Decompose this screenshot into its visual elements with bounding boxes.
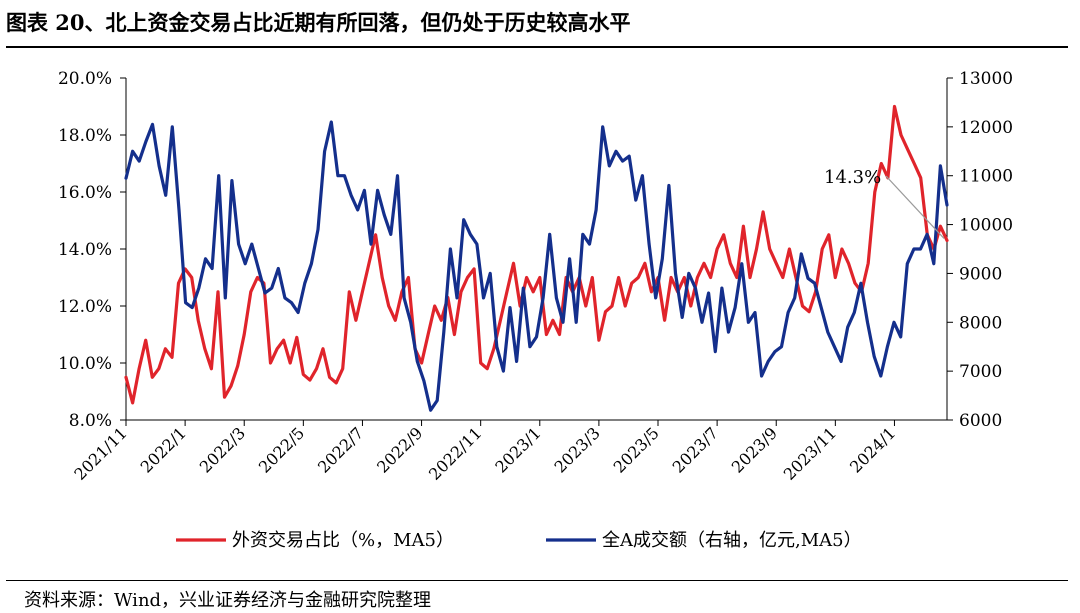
annotation-label: 14.3% [824,167,881,188]
chart-title: 图表 20、北上资金交易占比近期有所回落，但仍处于历史较高水平 [6,10,631,35]
top-rule [6,46,1068,48]
x-axis: 2021/11 2022/1 2022/3 2022/5 2022/7 2022/9202… [70,420,899,484]
y-left-tick-label: 20.0% [58,69,112,89]
y-left-tick-label: 18.0% [58,126,112,146]
annotation: 14.3% [824,167,945,239]
x-tick-label: 2023/11 [780,423,840,483]
x-tick-label: 2022/3 [196,423,249,476]
turnover-line [124,120,949,412]
y-left-tick-label: 8.0% [69,411,112,431]
x-tick-label: 2022/7 [314,423,367,476]
y-right-tick-label: 12000 [959,118,1013,138]
y-left-tick-label: 14.0% [58,240,112,260]
legend: 外资交易占比（%，MA5） 全A成交额（右轴，亿元,MA5） [176,530,862,551]
x-tick-label: 2023/7 [669,423,722,476]
x-tick-label: 2023/5 [610,423,663,476]
x-tick-label: 2022/9 [373,423,426,476]
chart: 8.0% 10.0% 12.0% 14.0% 16.0% 18.0% 20.0% 6000 7… [58,69,1013,551]
y-left-tick-label: 16.0% [58,183,112,203]
x-tick-label: 2024/1 [846,423,899,476]
y-right-tick-label: 7000 [959,362,1002,382]
y-right-tick-label: 13000 [959,69,1013,89]
legend-label-red: 外资交易占比（%，MA5） [232,530,454,551]
bottom-rule [6,580,1068,581]
legend-label-blue: 全A成交额（右轴，亿元,MA5） [602,530,862,551]
y-right-axis: 6000 7000 8000 9000 10000 11000 12000 13000 [947,69,1013,431]
source-note: 资料来源：Wind，兴业证券经济与金融研究院整理 [24,590,432,611]
y-right-tick-label: 8000 [959,313,1002,333]
y-left-axis: 8.0% 10.0% 12.0% 14.0% 16.0% 18.0% 20.0% [58,69,126,431]
y-left-tick-label: 12.0% [58,297,112,317]
x-tick-label: 2022/5 [255,423,308,476]
x-tick-label: 2023/9 [728,423,781,476]
y-right-tick-label: 9000 [959,264,1002,284]
x-tick-label: 2021/11 [70,423,130,483]
x-tick-label: 2022/11 [425,423,485,483]
y-left-tick-label: 10.0% [58,354,112,374]
annotation-leader-line [885,175,945,239]
x-tick-label: 2023/3 [550,423,603,476]
y-right-tick-label: 11000 [959,167,1013,187]
x-tick-label: 2022/1 [137,423,190,476]
series-lines [124,104,949,412]
y-right-tick-label: 10000 [959,216,1013,236]
x-tick-label: 2023/1 [491,423,544,476]
y-right-tick-label: 6000 [959,411,1002,431]
